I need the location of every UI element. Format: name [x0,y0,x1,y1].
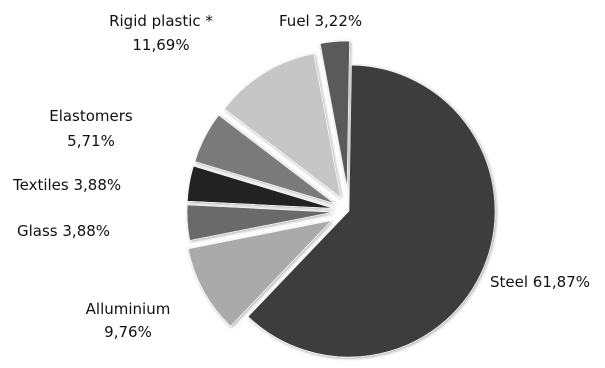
slice-label-elastomers: Elastomers [49,107,133,125]
slice-label-fuel: Fuel 3,22% [279,12,362,30]
slice-label-textiles: Textiles 3,88% [12,176,121,194]
pie-slice-rigid-plastic [224,53,342,199]
labels-layer: Steel 61,87% Alluminium 9,76% Glass 3,88% Te… [12,12,590,341]
slice-label-rigid-plastic: Rigid plastic * [109,12,213,30]
slice-value-elastomers: 5,71% [67,132,115,150]
slices-layer [186,40,496,358]
slice-value-alluminium: 9,76% [104,323,152,341]
pie-slice-textiles [187,165,334,209]
pie-slice-fuel [319,40,350,188]
slice-value-rigid-plastic: 11,69% [132,36,189,54]
pie-slice-steel [247,64,496,358]
pie-slice-elastomers [194,114,335,205]
slice-label-steel: Steel 61,87% [490,273,590,291]
slice-label-alluminium: Alluminium [86,300,171,318]
pie-slice-alluminium [187,220,333,327]
slice-label-glass: Glass 3,88% [17,222,110,240]
pie-slice-glass [186,204,334,241]
